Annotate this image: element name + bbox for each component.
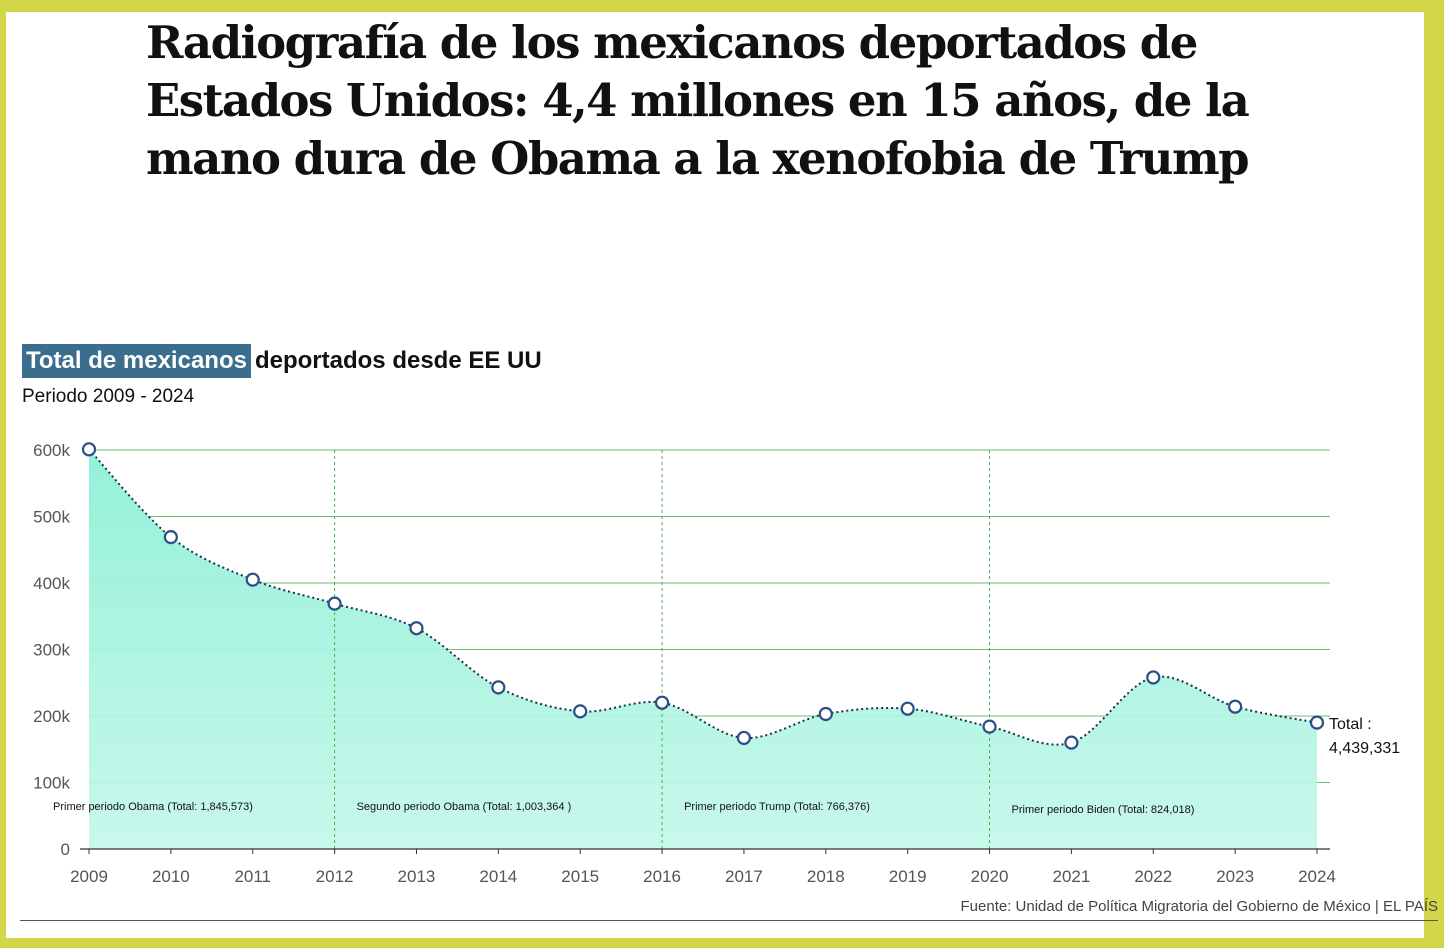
data-point [654, 695, 670, 710]
series-line [88, 448, 1318, 746]
data-point [1064, 735, 1079, 750]
chart-subtitle: Periodo 2009 - 2024 [22, 386, 195, 407]
x-tick-label: 2023 [1216, 867, 1254, 886]
data-point [163, 530, 178, 545]
data-point [409, 621, 424, 636]
x-tick-label: 2019 [889, 867, 927, 886]
data-point [245, 572, 260, 587]
x-tick-label: 2017 [725, 867, 763, 886]
x-tick-label: 2024 [1298, 867, 1336, 886]
y-tick-label: 200k [33, 707, 70, 726]
period-label: Primer periodo Biden (Total: 824,018) [1012, 804, 1195, 816]
x-tick-label: 2022 [1134, 867, 1172, 886]
chart-title-rest: deportados desde EE UU [254, 347, 542, 374]
y-tick-label: 0 [61, 840, 70, 859]
data-point [573, 704, 588, 719]
period-label: Segundo periodo Obama (Total: 1,003,364 … [357, 801, 572, 813]
data-point [982, 719, 997, 734]
source-note: Fuente: Unidad de Política Migratoria de… [960, 898, 1438, 915]
y-tick-label: 100k [33, 774, 70, 793]
period-label: Primer periodo Trump (Total: 766,376) [684, 801, 870, 813]
total-annotation-label: Total : [1329, 716, 1372, 733]
data-point [1309, 715, 1325, 730]
y-tick-label: 400k [33, 574, 70, 593]
data-markers [81, 442, 1325, 750]
x-tick-label: 2020 [971, 867, 1009, 886]
x-tick-label: 2016 [643, 867, 681, 886]
chart-title-highlight: Total de mexicanos [22, 344, 251, 378]
x-tick-label: 2014 [479, 867, 517, 886]
period-dividers [334, 450, 991, 849]
x-tick-label: 2013 [398, 867, 436, 886]
data-point [736, 730, 752, 746]
data-point [491, 680, 506, 695]
x-tick-label: 2011 [234, 867, 271, 886]
x-axis [80, 848, 1330, 854]
data-point [900, 701, 915, 716]
x-tick-label: 2009 [70, 867, 108, 886]
bottom-rule [20, 920, 1438, 921]
chart-title: Total de mexicanos deportados desde EE UU [22, 344, 542, 378]
x-tick-label: 2021 [1052, 867, 1090, 886]
x-tick-label: 2015 [561, 867, 599, 886]
labels-layer: 0 100k 200k 300k 400k 500k 600k Primer periodo … [33, 441, 1400, 886]
y-tick-label: 300k [33, 641, 70, 660]
data-point [327, 596, 342, 611]
y-tick-label: 600k [33, 441, 70, 460]
data-point [818, 706, 833, 722]
x-tick-label: 2018 [807, 867, 845, 886]
headline: Radiografía de los mexicanos deportados … [146, 16, 1250, 185]
data-point [81, 442, 97, 457]
y-tick-label: 500k [33, 508, 70, 527]
area-fill [89, 449, 1317, 849]
data-point [1228, 699, 1243, 714]
total-annotation-value: 4,439,331 [1329, 740, 1400, 757]
x-tick-label: 2010 [152, 867, 190, 886]
x-tick-label: 2012 [316, 867, 354, 886]
data-point [1146, 670, 1161, 685]
period-label: Primer periodo Obama (Total: 1,845,573) [53, 801, 253, 813]
